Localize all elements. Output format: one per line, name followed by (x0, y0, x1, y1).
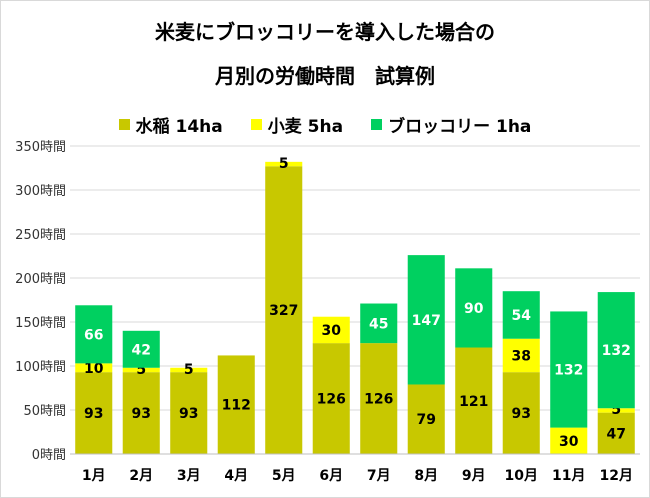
x-tick-label: 9月 (462, 468, 486, 484)
legend-item-wheat: 小麦 5ha (250, 112, 344, 137)
y-tick-label: 50時間 (23, 404, 66, 419)
x-tick-label: 8月 (414, 468, 438, 484)
bar-segment (265, 166, 303, 455)
bar-segment (550, 427, 588, 454)
y-tick-label: 250時間 (15, 228, 66, 243)
bar-segment (75, 372, 113, 454)
data-label: 42 (132, 342, 151, 358)
bar-segment (407, 384, 445, 454)
y-tick-label: 150時間 (15, 316, 66, 331)
legend: 水稲 14ha 小麦 5ha ブロッコリー 1ha (0, 112, 650, 137)
legend-item-broccoli: ブロッコリー 1ha (371, 112, 531, 137)
x-tick-label: 7月 (367, 468, 391, 484)
bar-segment (170, 367, 208, 373)
data-label: 93 (179, 406, 198, 422)
bar-segment (597, 408, 635, 413)
data-label: 38 (512, 348, 531, 364)
data-label: 5 (184, 362, 194, 378)
data-label: 5 (279, 156, 289, 172)
bar-segment (360, 343, 398, 454)
x-tick-label: 4月 (224, 468, 248, 484)
data-label: 5 (611, 402, 621, 418)
data-label: 132 (554, 363, 583, 379)
x-tick-label: 2月 (129, 468, 153, 484)
data-label: 79 (417, 412, 436, 428)
bar-segment (75, 305, 113, 364)
data-label: 93 (84, 406, 103, 422)
data-label: 126 (364, 392, 393, 408)
data-label: 147 (412, 313, 441, 329)
bar-segment (312, 343, 350, 454)
data-label: 5 (136, 362, 146, 378)
bar-segment (455, 268, 493, 348)
bar-segment (597, 412, 635, 454)
x-tick-label: 3月 (177, 468, 201, 484)
x-tick-label: 5月 (272, 468, 296, 484)
legend-label-wheat: 小麦 5ha (267, 117, 344, 137)
data-label: 30 (559, 434, 579, 450)
bar-segment (455, 347, 493, 454)
legend-item-rice: 水稲 14ha (118, 112, 223, 137)
data-label: 112 (222, 398, 251, 414)
data-label: 45 (369, 316, 388, 332)
x-tick-label: 1月 (82, 468, 106, 484)
data-label: 90 (464, 301, 484, 317)
y-tick-label: 0時間 (32, 448, 66, 463)
legend-swatch-broccoli (371, 119, 383, 130)
data-label: 30 (322, 323, 342, 339)
bar-segment (407, 255, 445, 385)
legend-swatch-rice (118, 119, 130, 130)
bar-segment (502, 291, 540, 339)
bar-segment (360, 303, 398, 344)
legend-label-rice: 水稲 14ha (135, 117, 223, 137)
bar-segment (217, 355, 255, 454)
data-label: 327 (269, 303, 298, 319)
chart-title-line2: 月別の労働時間 試算例 (215, 64, 435, 88)
data-label: 93 (512, 406, 531, 422)
x-tick-label: 11月 (552, 468, 585, 484)
bar-segment (122, 330, 160, 368)
chart-title-line1: 米麦にブロッコリーを導入した場合の (155, 20, 495, 44)
data-label: 126 (317, 392, 346, 408)
bar-segment (75, 363, 113, 373)
y-tick-label: 300時間 (15, 184, 66, 199)
bar-segment (122, 372, 160, 454)
bar-segment (502, 338, 540, 373)
x-tick-label: 6月 (319, 468, 343, 484)
data-label: 93 (132, 406, 151, 422)
legend-swatch-wheat (250, 119, 262, 130)
bar-segment (122, 367, 160, 373)
y-tick-label: 200時間 (15, 272, 66, 287)
y-tick-label: 100時間 (15, 360, 66, 375)
bar-segment (312, 316, 350, 344)
data-label: 47 (607, 426, 626, 442)
y-tick-label: 350時間 (15, 140, 66, 155)
x-tick-label: 12月 (600, 468, 633, 484)
bar-segment (265, 161, 303, 167)
data-label: 66 (84, 327, 103, 343)
data-label: 132 (602, 343, 631, 359)
legend-label-broccoli: ブロッコリー 1ha (388, 117, 532, 137)
data-label: 54 (512, 308, 532, 324)
x-tick-label: 10月 (505, 468, 538, 484)
data-label: 10 (84, 361, 104, 377)
bar-segment (170, 372, 208, 454)
bar-segment (597, 292, 635, 409)
bar-segment (550, 311, 588, 428)
data-label: 121 (459, 394, 488, 410)
bar-segment (502, 372, 540, 454)
